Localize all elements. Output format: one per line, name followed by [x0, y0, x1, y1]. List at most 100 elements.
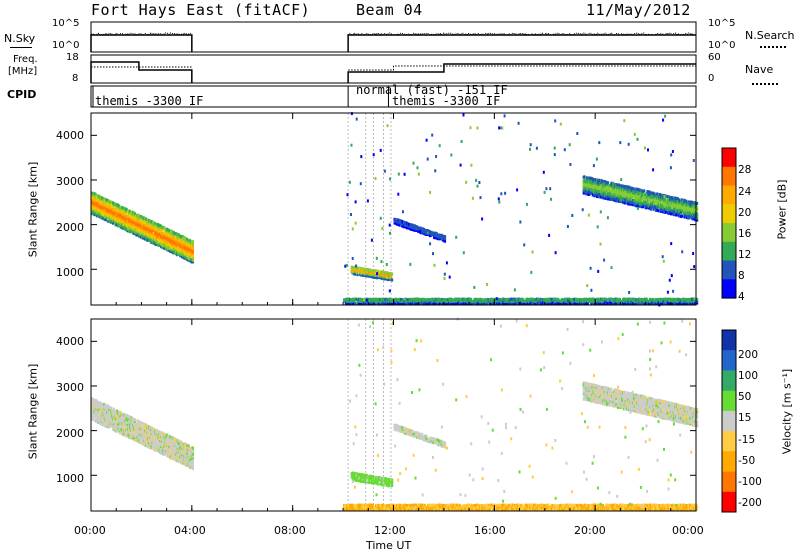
data-cell [537, 299, 540, 303]
data-cell [516, 301, 519, 305]
scatter-cell [530, 270, 533, 274]
data-cell [190, 258, 193, 261]
nsearch-tick-top: 10^5 [708, 18, 736, 29]
data-cell [378, 270, 381, 274]
data-cell [585, 297, 588, 301]
scatter-cell [529, 143, 532, 147]
scatter-cell [412, 161, 415, 165]
data-cell [123, 227, 126, 231]
data-cell [186, 246, 189, 250]
data-cell [586, 302, 589, 305]
data-cell [437, 237, 440, 241]
scatter-cell [351, 227, 354, 231]
data-cell [117, 424, 120, 428]
scatter-cell [374, 177, 377, 180]
data-cell [583, 175, 586, 179]
data-cell [624, 301, 627, 305]
data-cell [94, 205, 97, 209]
data-cell [601, 302, 604, 306]
data-cell [150, 222, 153, 226]
data-cell [691, 202, 694, 206]
data-cell [138, 420, 141, 424]
data-cell [91, 212, 94, 216]
data-cell [191, 454, 194, 458]
data-cell [606, 185, 609, 188]
scatter-cell [664, 114, 667, 118]
scatter-cell [543, 190, 546, 194]
data-cell [112, 221, 115, 225]
data-cell [393, 423, 396, 427]
scatter-cell [478, 181, 481, 184]
data-cell [172, 445, 175, 449]
data-cell [696, 298, 699, 301]
data-cell [186, 448, 189, 452]
data-cell [438, 233, 442, 237]
scatter-cell [346, 193, 349, 197]
data-cell [106, 418, 109, 422]
data-cell [121, 418, 124, 422]
scatter-cell [566, 225, 569, 228]
data-cell [694, 201, 697, 205]
scatter-cell [636, 137, 639, 141]
data-cell [180, 237, 183, 240]
data-cell [643, 193, 647, 197]
data-cell [659, 201, 662, 205]
data-cell [132, 431, 135, 435]
data-cell [635, 194, 638, 198]
data-cell [590, 186, 593, 190]
data-cell [356, 472, 359, 476]
scatter-cell [549, 187, 552, 191]
scatter-cell [389, 231, 391, 235]
data-cell [490, 301, 493, 305]
data-cell [559, 301, 563, 305]
data-cell [190, 462, 193, 465]
data-cell [391, 478, 394, 482]
scatter-cell [432, 252, 434, 256]
data-cell [171, 236, 174, 240]
scatter-cell [590, 288, 593, 292]
data-cell [696, 299, 699, 303]
data-cell [100, 404, 103, 408]
data-cell [440, 301, 443, 305]
data-cell [371, 479, 374, 483]
data-cell [360, 475, 363, 479]
scatter-cell [344, 264, 347, 268]
data-cell [103, 197, 106, 201]
data-cell [135, 225, 138, 229]
data-cell [633, 297, 636, 301]
data-cell [155, 428, 158, 432]
data-cell [375, 479, 378, 483]
data-cell [122, 424, 125, 428]
data-cell [640, 192, 643, 196]
data-cell [382, 271, 385, 275]
data-cell [530, 300, 533, 304]
data-cell [396, 221, 400, 225]
data-cell [691, 211, 694, 214]
data-cell [375, 302, 378, 306]
data-cell [373, 271, 376, 275]
data-cell [464, 300, 467, 304]
freq-label-line1: Freq. [13, 54, 38, 65]
data-cell [696, 212, 699, 216]
scatter-cell [470, 163, 473, 167]
data-cell [391, 298, 394, 302]
data-cell [191, 254, 194, 258]
data-cell [351, 271, 354, 275]
data-cell [623, 300, 626, 303]
data-cell [362, 475, 365, 479]
scatter-cell [363, 298, 365, 302]
data-cell [368, 274, 371, 278]
data-cell [596, 187, 599, 190]
data-cell [112, 422, 115, 426]
data-cell [412, 432, 415, 435]
data-cell [349, 298, 352, 302]
data-cell [662, 297, 665, 301]
data-cell [129, 424, 132, 428]
cpid-label: CPID [7, 88, 37, 101]
data-cell [678, 201, 681, 205]
data-cell [457, 301, 460, 305]
data-cell [157, 446, 160, 450]
data-cell [117, 210, 121, 214]
data-cell [107, 215, 110, 219]
data-cell [643, 189, 646, 193]
